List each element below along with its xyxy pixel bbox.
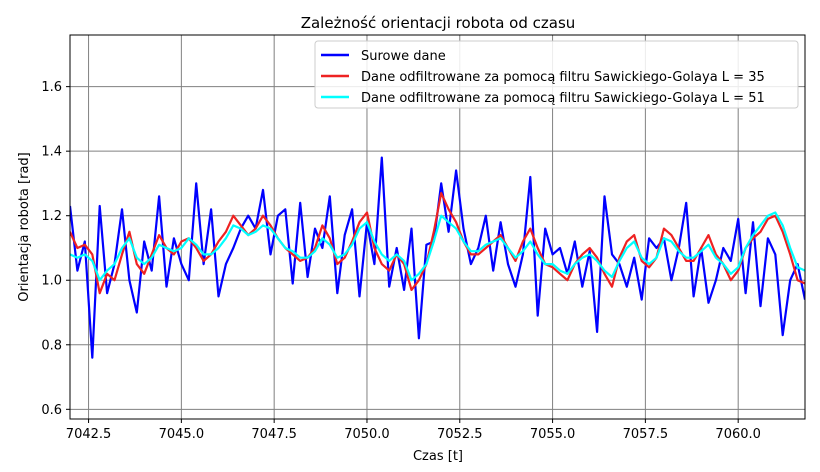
y-tick-label: 1.2 — [41, 209, 62, 224]
x-axis: 7042.5 7045.0 7047.5 7050.0 7052.5 7055.0 7057… — [66, 419, 761, 442]
x-tick-label: 7055.0 — [530, 427, 576, 442]
series-line-3 — [70, 211, 805, 282]
y-axis-label: Orientacja robota [rad] — [17, 152, 32, 301]
y-tick-label: 0.6 — [41, 403, 62, 418]
x-tick-label: 7057.5 — [623, 427, 669, 442]
y-axis: 0.6 0.8 1.0 1.2 1.4 1.6 — [41, 80, 70, 418]
legend-items: Surowe dane Dane odfiltrowane za pomocą f… — [321, 49, 765, 106]
legend: Surowe dane Dane odfiltrowane za pomocą f… — [314, 40, 799, 109]
x-tick-label: 7050.0 — [344, 427, 390, 442]
x-tick-label: 7060.0 — [715, 427, 761, 442]
y-tick-label: 1.6 — [41, 80, 62, 95]
y-tick-label: 1.4 — [41, 145, 62, 160]
y-tick-label: 0.8 — [41, 338, 62, 353]
x-tick-label: 7052.5 — [437, 427, 483, 442]
plot-frame — [69, 34, 806, 420]
legend-label-1: Surowe dane — [361, 49, 446, 64]
legend-label-2: Dane odfiltrowane za pomocą filtru Sawic… — [361, 70, 765, 85]
x-axis-label: Czas [t] — [413, 449, 463, 464]
series-group — [70, 156, 805, 359]
x-tick-label: 7045.0 — [159, 427, 205, 442]
chart-title: Zależność orientacji robota od czasu — [301, 14, 576, 32]
x-tick-label: 7047.5 — [251, 427, 297, 442]
legend-box — [314, 40, 799, 109]
x-tick-label: 7042.5 — [66, 427, 112, 442]
y-tick-label: 1.0 — [41, 274, 62, 289]
legend-label-3: Dane odfiltrowane za pomocą filtru Sawic… — [361, 91, 765, 106]
